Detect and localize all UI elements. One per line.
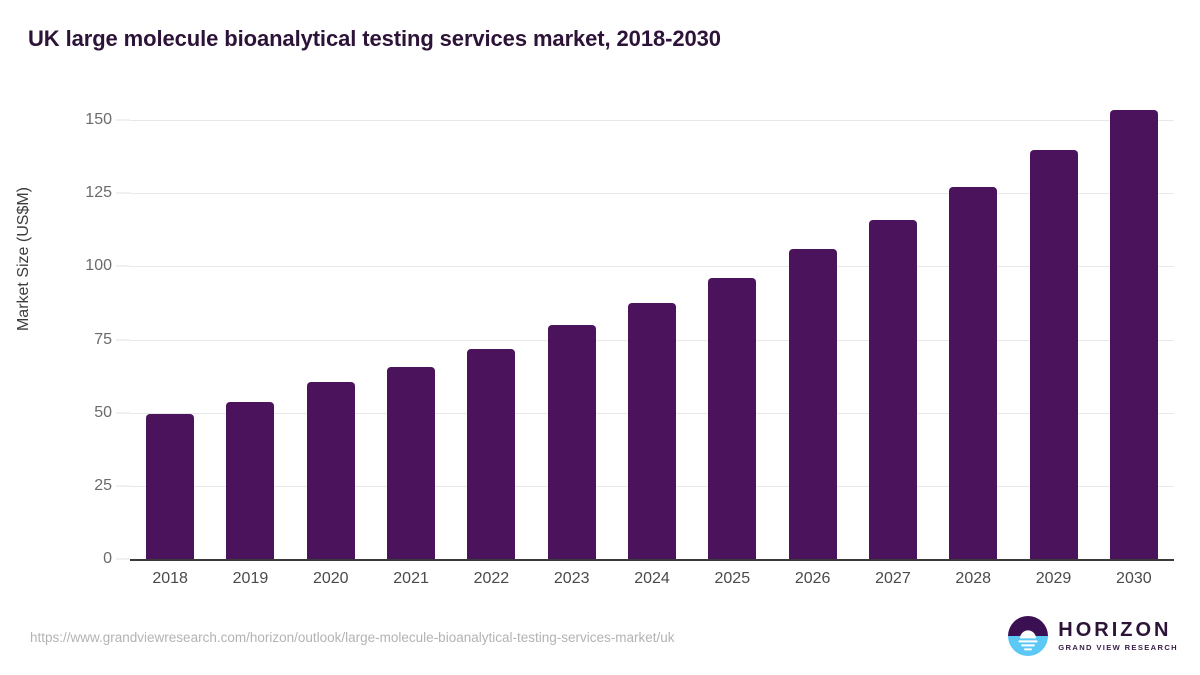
x-tick-label: 2022 [473,570,510,587]
bar[interactable] [628,302,676,559]
bar[interactable] [708,278,757,559]
y-axis-ticks: 0 25 50 75 100 125 150 [0,0,130,675]
page-title: UK large molecule bioanalytical testing … [28,26,721,51]
gridline [130,266,1174,268]
y-tick-label: 150 [85,111,112,128]
source-url[interactable]: https://www.grandviewresearch.com/horizo… [30,630,675,645]
brand-logo: HORIZON GRAND VIEW RESEARCH [1008,616,1178,656]
horizon-sun-circle-icon [1008,616,1049,656]
x-tick-label: 2021 [393,570,429,587]
gridline [130,120,1174,121]
bar[interactable] [306,381,355,559]
logo-text-block: HORIZON GRAND VIEW RESEARCH [1058,620,1178,652]
bar[interactable] [226,402,275,559]
y-tick-mark [116,339,130,340]
x-tick-label: 2030 [1116,570,1152,587]
bar[interactable] [547,324,596,559]
x-tick-label: 2018 [152,570,188,587]
y-tick-mark [116,485,130,487]
gridline [130,193,1174,195]
x-tick-label: 2019 [232,570,269,587]
logo-tagline: GRAND VIEW RESEARCH [1058,643,1178,653]
x-axis-line [130,559,1174,561]
y-tick-label: 100 [85,257,112,275]
y-tick-mark [116,558,130,560]
y-tick-mark [116,119,130,121]
plot-area [130,109,1174,559]
bar[interactable] [1029,149,1078,559]
x-tick-label: 2020 [312,570,349,587]
bar[interactable] [1109,109,1158,559]
bar[interactable] [788,249,837,559]
y-tick-mark [116,265,130,267]
y-tick-label: 0 [103,550,112,567]
x-tick-label: 2026 [794,570,831,587]
x-tick-label: 2029 [1035,570,1072,587]
bar[interactable] [949,186,998,559]
y-tick-label: 50 [94,403,112,421]
x-tick-label: 2025 [714,570,751,587]
bar[interactable] [868,219,917,559]
bar[interactable] [146,414,195,559]
bar[interactable] [467,348,516,559]
x-tick-label: 2024 [634,570,670,587]
bar[interactable] [387,367,436,559]
y-tick-label: 75 [94,330,112,348]
x-tick-label: 2028 [955,570,992,587]
y-tick-label: 125 [85,184,112,202]
y-tick-mark [116,192,130,194]
x-tick-label: 2023 [553,570,590,587]
y-tick-mark [116,412,130,414]
x-tick-label: 2027 [875,570,911,587]
logo-wordmark: HORIZON [1058,619,1172,642]
y-tick-label: 25 [94,476,112,494]
